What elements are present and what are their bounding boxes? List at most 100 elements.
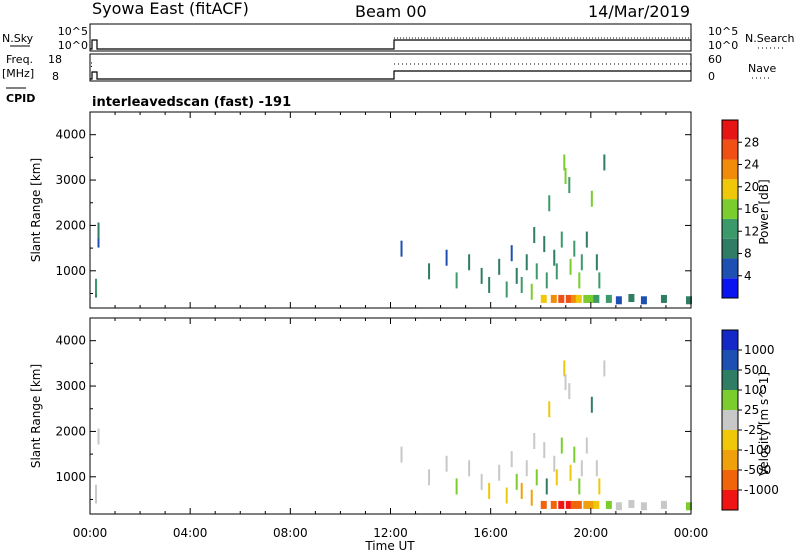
data-point bbox=[550, 294, 557, 303]
colorbar-swatch bbox=[722, 159, 738, 180]
power-colorbar-label: Power [dB] bbox=[757, 179, 771, 244]
data-point bbox=[563, 360, 566, 377]
colorbar-swatch bbox=[722, 370, 738, 390]
data-point bbox=[525, 254, 528, 271]
data-point bbox=[593, 500, 600, 509]
data-point bbox=[535, 469, 538, 486]
data-point bbox=[564, 374, 567, 391]
colorbar-swatch bbox=[722, 450, 738, 470]
colorbar-tick-label: 8 bbox=[744, 247, 752, 261]
data-point bbox=[583, 294, 590, 303]
velocity-panel: 1000 2000 3000 4000 Slant Range [km] bbox=[29, 317, 692, 515]
data-point bbox=[533, 227, 536, 244]
data-point bbox=[593, 294, 600, 303]
data-point bbox=[488, 276, 491, 293]
nsky-line bbox=[90, 39, 691, 50]
data-point bbox=[565, 294, 572, 303]
y-tick-label: 3000 bbox=[55, 173, 86, 187]
data-point bbox=[505, 281, 508, 298]
data-point bbox=[455, 272, 458, 289]
data-point bbox=[520, 482, 523, 499]
nsearch-label: N.Search bbox=[745, 32, 795, 45]
data-point bbox=[640, 296, 647, 305]
colorbar-tick-label: 12 bbox=[744, 224, 759, 238]
x-tick-label: 16:00 bbox=[473, 526, 508, 540]
data-point bbox=[568, 383, 571, 400]
data-point bbox=[605, 500, 612, 509]
data-point bbox=[400, 446, 403, 463]
date-title: 14/Mar/2019 bbox=[588, 2, 690, 21]
data-point bbox=[560, 231, 563, 248]
data-point bbox=[660, 500, 667, 509]
power-frame bbox=[89, 111, 692, 309]
velocity-axis: 1000 2000 3000 4000 bbox=[55, 318, 692, 514]
data-point bbox=[515, 473, 518, 490]
nsearch-tick-bottom: 10^0 bbox=[708, 39, 738, 52]
data-point bbox=[570, 500, 577, 509]
data-point bbox=[573, 240, 576, 257]
data-point bbox=[480, 267, 483, 284]
data-point bbox=[603, 360, 606, 377]
data-point bbox=[468, 460, 471, 477]
data-point bbox=[480, 473, 483, 490]
velocity-ylabel: Slant Range [km] bbox=[29, 364, 43, 468]
colorbar-swatch bbox=[722, 350, 738, 370]
cpid-value: interleavedscan (fast) -191 bbox=[92, 95, 291, 110]
data-point bbox=[595, 254, 598, 271]
colorbar-frame bbox=[721, 329, 739, 511]
strip-nsky-frame bbox=[89, 23, 692, 52]
data-point bbox=[685, 296, 692, 305]
data-point bbox=[520, 276, 523, 293]
data-point bbox=[445, 249, 448, 266]
velocity-frame bbox=[89, 317, 692, 515]
data-point bbox=[400, 240, 403, 257]
colorbar-tick-label: 100 bbox=[744, 383, 767, 397]
data-point bbox=[583, 500, 590, 509]
freq-label: Freq. bbox=[6, 53, 33, 66]
x-tick-label: 00:00 bbox=[674, 526, 709, 540]
data-point bbox=[640, 502, 647, 511]
data-point bbox=[575, 294, 582, 303]
colorbar-tick-label: 4 bbox=[744, 269, 752, 283]
velocity-data bbox=[95, 360, 692, 511]
data-point bbox=[569, 258, 572, 275]
data-point bbox=[558, 500, 565, 509]
data-point bbox=[558, 294, 565, 303]
data-point bbox=[578, 272, 581, 289]
data-point bbox=[488, 482, 491, 499]
data-point bbox=[585, 231, 588, 248]
freq-unit-label: [MHz] bbox=[2, 67, 34, 80]
colorbar-tick-label: 28 bbox=[744, 135, 759, 149]
data-point bbox=[510, 245, 513, 262]
nsearch-tick-top: 10^5 bbox=[708, 25, 738, 38]
data-point bbox=[555, 263, 558, 280]
data-point bbox=[553, 249, 556, 266]
y-tick-label: 1000 bbox=[55, 264, 86, 278]
data-point bbox=[550, 500, 557, 509]
y-tick-label: 1000 bbox=[55, 470, 86, 484]
data-point bbox=[563, 154, 566, 171]
nave-label: Nave bbox=[748, 62, 776, 75]
colorbar-tick-label: 1000 bbox=[744, 343, 775, 357]
y-tick-label: 2000 bbox=[55, 218, 86, 232]
nsky-label: N.Sky bbox=[2, 32, 34, 45]
data-point bbox=[95, 484, 98, 501]
data-point bbox=[543, 442, 546, 459]
data-point bbox=[445, 455, 448, 472]
y-tick-label: 2000 bbox=[55, 424, 86, 438]
data-point bbox=[535, 263, 538, 280]
data-point bbox=[510, 451, 513, 468]
colorbar-swatch bbox=[722, 238, 738, 259]
data-point bbox=[605, 294, 612, 303]
colorbar-swatch bbox=[722, 410, 738, 430]
colorbar-swatch bbox=[722, 470, 738, 490]
colorbar-swatch bbox=[722, 218, 738, 239]
data-point bbox=[505, 487, 508, 504]
power-axis: 1000 2000 3000 4000 bbox=[55, 112, 692, 308]
data-point bbox=[569, 464, 572, 481]
data-point bbox=[543, 236, 546, 253]
colorbar-swatch bbox=[722, 430, 738, 450]
freq-tick-bottom: 8 bbox=[52, 70, 59, 83]
colorbar-tick-label: -25 bbox=[744, 423, 764, 437]
